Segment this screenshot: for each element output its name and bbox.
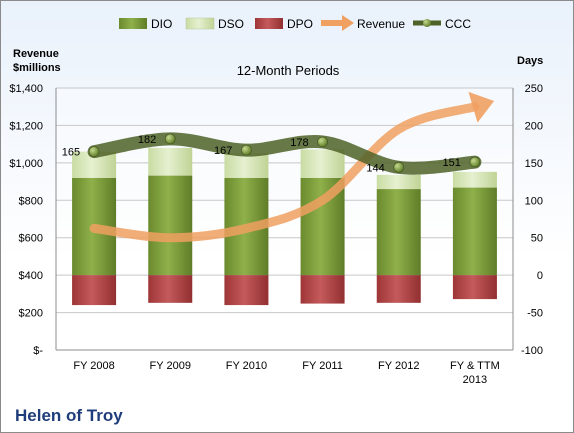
legend-swatch-dio <box>119 18 147 29</box>
legend-swatch-dso <box>185 17 215 30</box>
bar-dpo <box>452 275 497 300</box>
legend: DIO DSO DPO Revenue CCC <box>119 15 471 31</box>
y-right-tick-label: 50 <box>531 233 543 245</box>
bar-dpo <box>300 275 345 304</box>
bar-dso <box>224 153 269 178</box>
ccc-data-label: 178 <box>290 137 308 149</box>
ccc-data-label: 167 <box>214 145 232 157</box>
x-tick-label: FY & TTM <box>450 360 500 372</box>
x-tick-label: FY 2010 <box>226 360 267 372</box>
bar-dso <box>376 174 421 190</box>
x-tick-label: 2013 <box>463 374 487 386</box>
revenue-arrowhead <box>468 91 495 123</box>
y-left-tick-label: $- <box>33 345 43 357</box>
ccc-marker <box>469 156 481 168</box>
legend-arrow-revenue <box>342 15 354 31</box>
ccc-marker <box>393 162 405 173</box>
legend-label-ccc: CCC <box>445 17 471 31</box>
y-right-tick-label: -50 <box>527 308 543 320</box>
ccc-marker <box>88 146 100 157</box>
y-right-tick-label: 150 <box>525 158 543 170</box>
y-left-tick-label: $200 <box>19 308 43 320</box>
y-left-tick-label: $1,400 <box>9 83 43 95</box>
y-right-tick-label: 250 <box>525 83 543 95</box>
legend-label-dio: DIO <box>151 17 172 31</box>
ccc-data-label: 165 <box>62 147 80 159</box>
legend-label-dso: DSO <box>218 17 244 31</box>
ccc-line <box>87 132 482 175</box>
bar-dio <box>452 187 497 276</box>
y-left-tick-label: $600 <box>19 233 43 245</box>
y-left-label-line2: $millions <box>13 62 61 74</box>
y-left-tick-label: $800 <box>19 195 43 207</box>
y-right-label: Days <box>517 55 543 67</box>
bar-dso <box>148 147 193 176</box>
y-right-tick-label: -100 <box>521 345 543 357</box>
ccc-data-label: 144 <box>366 162 384 174</box>
company-name: Helen of Troy <box>15 406 123 425</box>
bar-dpo <box>376 275 421 303</box>
chart-title: 12-Month Periods <box>237 63 340 78</box>
y-left-label-line1: Revenue <box>13 48 59 60</box>
y-right-tick-label: 0 <box>537 270 543 282</box>
ccc-data-label: 151 <box>443 157 461 169</box>
x-tick-label: FY 2009 <box>150 360 191 372</box>
y-left-tick-label: $1,000 <box>9 158 43 170</box>
y-right-tick-label: 200 <box>525 120 543 132</box>
bar-dpo <box>72 275 117 306</box>
ccc-data-label: 182 <box>138 134 156 146</box>
bar-dpo <box>148 275 193 303</box>
ccc-marker <box>241 144 252 156</box>
legend-swatch-dpo <box>255 18 283 29</box>
bar-dpo <box>224 275 269 306</box>
bar-dso <box>300 149 345 178</box>
x-tick-label: FY 2011 <box>302 360 343 372</box>
y-right-tick-label: 100 <box>525 195 543 207</box>
bar-dso <box>452 171 497 188</box>
bar-dio <box>148 175 193 276</box>
y-left-tick-label: $400 <box>19 270 43 282</box>
revenue-line <box>89 102 480 243</box>
bar-dio <box>376 189 421 276</box>
legend-label-revenue: Revenue <box>357 17 405 31</box>
x-tick-label: FY 2008 <box>73 360 114 372</box>
ccc-marker <box>164 133 176 145</box>
legend-label-dpo: DPO <box>287 17 313 31</box>
x-tick-label: FY 2012 <box>378 360 419 372</box>
legend-marker-ccc <box>423 19 431 27</box>
y-left-tick-label: $1,200 <box>9 120 43 132</box>
plot-area: $- $200 $400 $600 $800 $1,000 $1,200 $1,400 -100… <box>9 83 543 386</box>
ccc-marker <box>317 136 328 148</box>
